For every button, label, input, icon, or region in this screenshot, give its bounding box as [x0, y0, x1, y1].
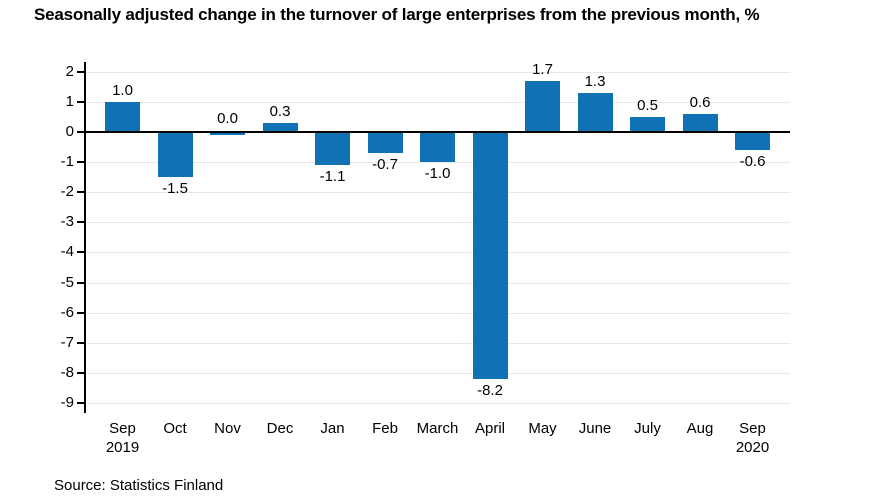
bar-value-label: -0.7	[372, 156, 398, 174]
x-axis-category-label: Sep 2019	[105, 420, 140, 456]
bar	[735, 132, 770, 151]
y-axis-tick-label: 1	[65, 92, 74, 110]
bar-value-label: 0.0	[217, 110, 238, 127]
bar-value-label: -1.0	[424, 165, 451, 183]
gridline	[86, 162, 790, 164]
y-axis-tick-mark	[77, 311, 84, 314]
zero-line	[86, 131, 790, 133]
x-axis-category-label: Oct	[163, 420, 187, 437]
y-axis-tick-label: -4	[60, 243, 74, 261]
y-axis-tick-mark	[77, 401, 84, 404]
x-axis-category-label: Nov	[214, 420, 241, 437]
chart-title: Seasonally adjusted change in the turnov…	[34, 5, 760, 24]
gridline	[86, 101, 790, 103]
bar	[210, 132, 245, 135]
x-axis-category-label: April	[474, 420, 506, 437]
gridline	[86, 342, 790, 344]
y-axis-tick-label: -3	[60, 213, 74, 231]
bar	[157, 132, 193, 178]
y-axis-tick-mark	[77, 281, 84, 284]
y-axis-line	[84, 62, 86, 413]
x-axis-category-label: Sep 2020	[735, 420, 770, 456]
y-axis-tick-mark	[77, 131, 84, 133]
y-axis-tick-mark	[77, 371, 84, 374]
bar	[472, 132, 508, 379]
y-axis-tick-label: -5	[60, 273, 74, 291]
y-axis-tick-mark	[77, 161, 84, 164]
bar-value-label: 0.6	[689, 93, 711, 111]
x-axis-category-label: Jan	[320, 420, 345, 437]
x-axis-category-label: May	[528, 420, 557, 437]
bar	[105, 101, 140, 132]
bar-value-label: 1.3	[584, 72, 606, 90]
y-axis-tick-mark	[77, 191, 84, 194]
bar	[367, 132, 403, 154]
bar-value-label: 1.7	[532, 60, 553, 78]
gridline	[86, 192, 790, 194]
source-note: Source: Statistics Finland	[54, 477, 224, 494]
y-axis-tick-mark	[77, 70, 84, 73]
y-axis-tick-label: -1	[60, 153, 74, 171]
bar	[262, 122, 298, 132]
y-axis-tick-label: -2	[60, 183, 74, 201]
bar-value-label: 0.3	[269, 102, 291, 120]
bar-value-label: -0.6	[739, 153, 766, 171]
y-axis-tick-label: -9	[60, 393, 74, 411]
bar	[630, 116, 665, 132]
y-axis-tick-label: -7	[60, 333, 74, 351]
bar	[315, 132, 350, 166]
y-axis-tick-mark	[77, 100, 84, 103]
bar	[682, 113, 718, 132]
plot-area: 2 1 0 -1 -2 -3 -4 -5 -6 -7 -8 -9 1.0 Sep 2019 -1.5 Oct 0…	[61, 60, 790, 456]
bar-value-label: 1.0	[112, 81, 133, 99]
bar-value-label: 0.5	[637, 96, 658, 114]
x-axis-category-label: June	[578, 420, 612, 437]
gridline	[86, 71, 790, 73]
gridline	[86, 402, 790, 404]
gridline	[86, 252, 790, 254]
gridline	[86, 372, 790, 374]
y-axis-tick-label: -8	[60, 363, 74, 381]
x-axis-category-label: Feb	[372, 420, 398, 437]
bar-value-label: -1.1	[319, 168, 346, 186]
gridline	[86, 312, 790, 314]
bar-value-label: -8.2	[477, 381, 503, 399]
y-axis-tick-label: 0	[65, 123, 74, 140]
y-axis-tick-label: -6	[60, 303, 74, 321]
y-axis-tick-mark	[77, 221, 84, 224]
x-axis-category-label: July	[634, 420, 661, 437]
x-axis-category-label: Dec	[266, 420, 294, 437]
gridline	[86, 282, 790, 284]
x-axis-category-label: Aug	[686, 420, 714, 437]
bar	[577, 92, 613, 132]
bar	[525, 80, 560, 132]
bar-value-label: -1.5	[162, 180, 188, 198]
y-axis-tick-label: 2	[65, 62, 74, 80]
y-axis-tick-mark	[77, 251, 84, 254]
bar	[420, 132, 455, 163]
x-axis-category-label: March	[416, 420, 459, 437]
y-axis-tick-mark	[77, 341, 84, 344]
gridline	[86, 222, 790, 224]
